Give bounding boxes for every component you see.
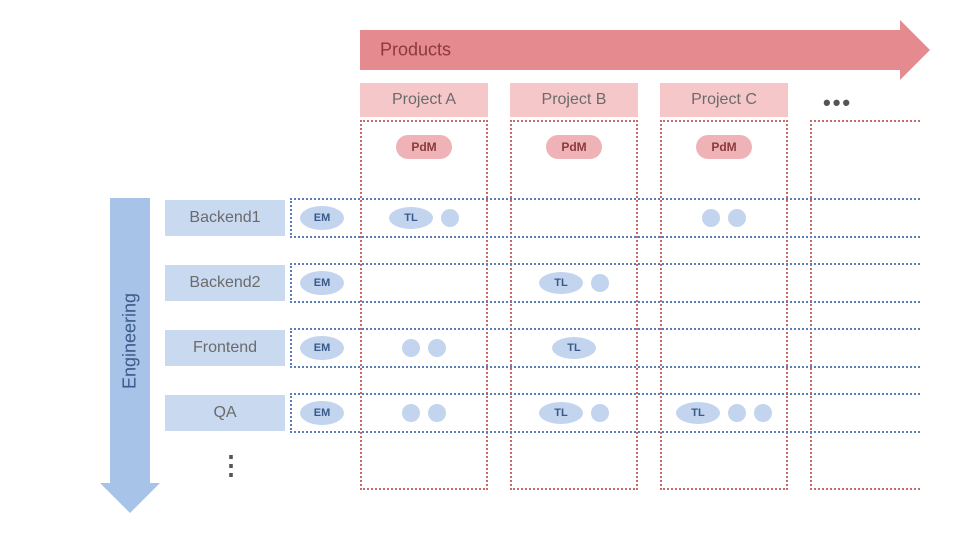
em-label: EM — [314, 407, 331, 419]
row-label: QA — [165, 395, 285, 431]
row-label: Backend1 — [165, 200, 285, 236]
em-label: EM — [314, 212, 331, 224]
em-label: EM — [314, 342, 331, 354]
project-header: Project C — [660, 83, 788, 117]
engineering-label: Engineering — [120, 292, 141, 388]
member-dot — [428, 339, 446, 357]
project-column — [360, 120, 488, 490]
project-column — [510, 120, 638, 490]
member-dot — [441, 209, 459, 227]
pdm-pill: PdM — [696, 135, 752, 159]
row-container — [290, 328, 920, 368]
tl-label: TL — [404, 212, 417, 224]
project-header: Project A — [360, 83, 488, 117]
project-header-label: Project C — [691, 91, 757, 109]
pdm-label: PdM — [411, 140, 436, 154]
project-header: Project B — [510, 83, 638, 117]
tl-pill: TL — [676, 402, 720, 424]
row-label: Frontend — [165, 330, 285, 366]
em-pill: EM — [300, 336, 344, 360]
member-dot — [402, 404, 420, 422]
row-label-text: Backend1 — [189, 209, 260, 227]
engineering-arrow: Engineering — [110, 198, 150, 483]
rows-ellipsis: ⋮ — [218, 450, 246, 481]
tl-pill: TL — [539, 402, 583, 424]
tl-pill: TL — [539, 272, 583, 294]
member-dot — [591, 274, 609, 292]
tl-pill: TL — [552, 337, 596, 359]
row-label-text: Backend2 — [189, 274, 260, 292]
member-dot — [402, 339, 420, 357]
em-pill: EM — [300, 401, 344, 425]
pdm-pill: PdM — [396, 135, 452, 159]
member-dot — [428, 404, 446, 422]
row-container — [290, 198, 920, 238]
row-label-text: QA — [213, 404, 236, 422]
tl-label: TL — [554, 407, 567, 419]
tl-pill: TL — [389, 207, 433, 229]
member-dot — [728, 209, 746, 227]
project-column — [660, 120, 788, 490]
products-arrow: Products — [360, 30, 900, 70]
em-label: EM — [314, 277, 331, 289]
em-pill: EM — [300, 271, 344, 295]
member-dot — [702, 209, 720, 227]
tl-label: TL — [554, 277, 567, 289]
pdm-pill: PdM — [546, 135, 602, 159]
row-label-text: Frontend — [193, 339, 257, 357]
project-header-label: Project B — [542, 91, 607, 109]
tl-label: TL — [691, 407, 704, 419]
em-pill: EM — [300, 206, 344, 230]
pdm-label: PdM — [561, 140, 586, 154]
project-column-extra — [810, 120, 920, 490]
row-label: Backend2 — [165, 265, 285, 301]
member-dot — [591, 404, 609, 422]
member-dot — [754, 404, 772, 422]
member-dot — [728, 404, 746, 422]
project-header-label: Project A — [392, 91, 456, 109]
products-label: Products — [380, 40, 451, 61]
pdm-label: PdM — [711, 140, 736, 154]
projects-ellipsis: ••• — [823, 90, 852, 116]
tl-label: TL — [567, 342, 580, 354]
